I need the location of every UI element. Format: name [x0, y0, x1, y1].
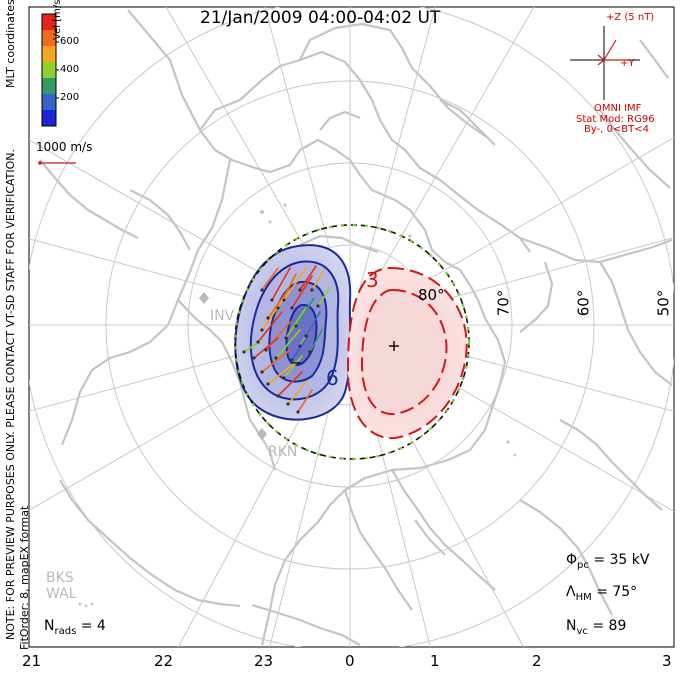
- station-bks: BKS: [46, 570, 74, 586]
- velocity-vectors: [243, 265, 331, 413]
- colorbar-segment: [42, 30, 56, 47]
- colorbar-tick-200: 200: [60, 92, 80, 103]
- phi-value: = 35 kV: [593, 552, 650, 568]
- vector-origins: [242, 288, 320, 414]
- contour-label-6: 6: [326, 366, 339, 390]
- colorbar-segment: [42, 46, 56, 63]
- colorbar-segment: [42, 14, 56, 31]
- imf-condition: By-, 0<BT<4: [584, 124, 650, 135]
- imf-source: OMNI IMF: [594, 103, 642, 114]
- mlt-label-1: 1: [430, 652, 440, 670]
- colorbar-tick-600: 600: [60, 36, 80, 47]
- lat-label-80: 80°: [418, 286, 445, 304]
- coastlines: [39, 9, 673, 646]
- colorbar-tick-400: 400: [60, 64, 80, 75]
- imf-vector: [597, 39, 628, 66]
- lat-label-60: 60°: [574, 289, 593, 317]
- colorbar-segment: [42, 78, 56, 95]
- coordinate-label: MLT coordinates: [4, 0, 17, 88]
- vector-count: Nvc = 89: [566, 618, 626, 637]
- boundary-vectors: [233, 223, 471, 461]
- nvc-subscript: vc: [576, 625, 588, 637]
- mlt-label-3: 3: [662, 652, 672, 670]
- station-wal: WAL: [46, 586, 77, 602]
- lambda-value: = 75°: [596, 584, 638, 600]
- radar-count: Nrads = 4: [44, 618, 106, 637]
- station-markers: [199, 292, 267, 440]
- preview-note: NOTE: FOR PREVIEW PURPOSES ONLY. PLEASE …: [4, 148, 17, 640]
- imf-y-label: +Y: [620, 58, 635, 69]
- velocity-reference-label: 1000 m/s: [36, 140, 93, 154]
- negative-potential-cell: [234, 244, 352, 421]
- nrads-symbol: N: [44, 618, 55, 634]
- lambda-symbol: Λ: [566, 584, 576, 600]
- mlt-label-0: 0: [345, 652, 355, 670]
- colorbar-segment: [42, 94, 56, 111]
- positive-potential-cell: [346, 266, 468, 440]
- contour-label-3: 3: [366, 268, 379, 292]
- phi-subscript: pc: [577, 559, 589, 571]
- reference-origin: [38, 161, 42, 165]
- mlt-label-21: 21: [22, 652, 42, 670]
- colorbar-segment: [42, 110, 56, 127]
- colorbar-title: Vel [m/s]: [52, 0, 63, 40]
- station-rkn: RKN: [268, 444, 298, 460]
- nvc-symbol: N: [566, 618, 577, 634]
- colorbar-segment: [42, 62, 56, 79]
- fit-order: FitOrder: 8, mapEX format: [18, 505, 31, 650]
- lat-label-50: 50°: [654, 289, 673, 317]
- station-inv: INV: [210, 308, 235, 324]
- velocity-colorbar: [41, 13, 57, 127]
- nrads-value: = 4: [80, 618, 106, 634]
- coast-dots: [78, 203, 517, 608]
- potential-extrema: [389, 341, 399, 351]
- lambda-subscript: HM: [575, 591, 592, 603]
- plot-title: 21/Jan/2009 04:00-04:02 UT: [200, 8, 441, 28]
- nvc-value: = 89: [592, 618, 627, 634]
- cross-polar-potential: Φpc = 35 kV: [566, 552, 649, 571]
- imf-z-label: +Z (5 nT): [606, 12, 655, 23]
- potential-minimum-marker: –: [292, 352, 301, 373]
- mlt-label-2: 2: [532, 652, 542, 670]
- stat-model: Stat Mod: RG96: [576, 114, 655, 125]
- nrads-subscript: rads: [54, 625, 77, 637]
- colorbar-ticks: [56, 41, 59, 99]
- mlt-label-23: 23: [254, 652, 274, 670]
- lat-label-70: 70°: [494, 289, 513, 317]
- phi-symbol: Φ: [566, 552, 578, 568]
- mlt-label-22: 22: [154, 652, 174, 670]
- hm-boundary-latitude: ΛHM = 75°: [566, 584, 637, 603]
